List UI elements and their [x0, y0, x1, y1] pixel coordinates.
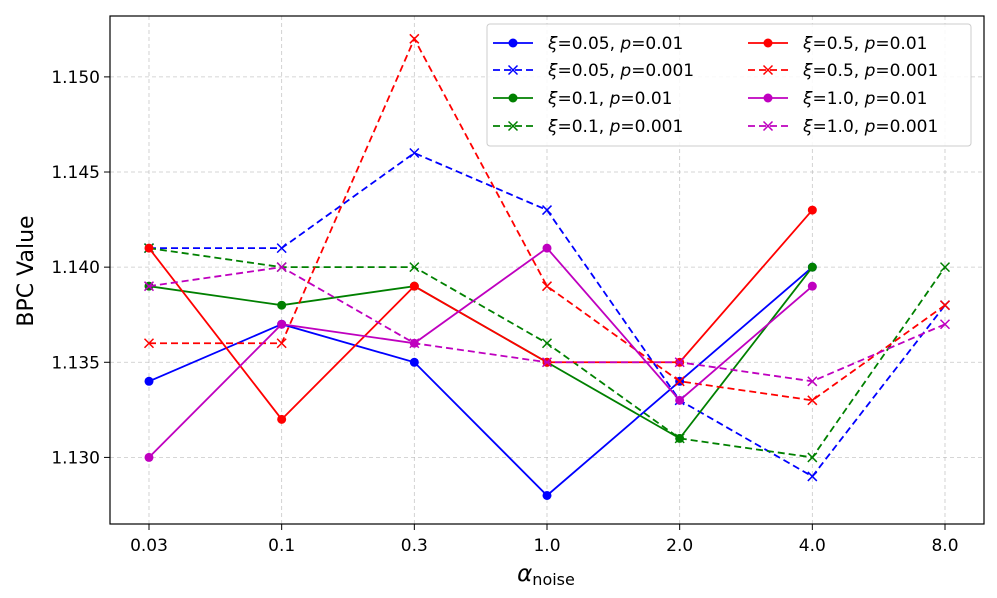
legend-label: ξ=0.5, p=0.01 [802, 34, 927, 54]
data-point-marker [807, 262, 817, 272]
legend-marker [507, 120, 519, 132]
data-point-marker [807, 205, 817, 215]
x-tick-label: 0.1 [268, 536, 295, 556]
data-point-marker [409, 262, 420, 273]
x-tick-label: 1.0 [533, 536, 560, 556]
data-point-marker [939, 319, 951, 330]
data-point-marker [409, 281, 419, 291]
legend-label: ξ=0.05, p=0.01 [547, 34, 683, 54]
data-point-marker [807, 471, 818, 482]
data-point-marker [939, 262, 951, 273]
legend-entries: ξ=0.05, p=0.01 ξ=0.05, p=0.001 ξ=0.1, p=0.… [493, 34, 938, 137]
data-point-marker [675, 395, 685, 405]
data-point-marker [276, 262, 287, 273]
x-axis-label: αnoise [517, 561, 575, 589]
legend-marker [763, 93, 773, 103]
x-axis-label-subscript: noise [532, 570, 575, 589]
x-axis-label-symbol: α [517, 561, 532, 587]
legend-marker [762, 64, 774, 76]
legend-label: ξ=1.0, p=0.01 [802, 89, 927, 109]
data-point-marker [674, 376, 685, 387]
legend-entry: ξ=0.1, p=0.01 [493, 89, 672, 109]
y-tick-label: 1.150 [51, 68, 100, 88]
legend-marker [507, 64, 519, 76]
data-point-marker [939, 300, 951, 311]
data-point-marker [542, 490, 552, 500]
data-point-marker [276, 243, 287, 254]
data-point-marker [277, 319, 287, 329]
x-tick-label: 8.0 [931, 536, 958, 556]
legend-entry: ξ=0.05, p=0.001 [493, 61, 694, 81]
series-6 [143, 33, 951, 406]
data-point-marker [807, 281, 817, 291]
legend-label: ξ=1.0, p=0.001 [802, 117, 938, 137]
legend-marker [763, 38, 773, 48]
data-point-marker [276, 338, 287, 349]
y-tick-label: 1.140 [51, 258, 100, 278]
data-point-marker [409, 33, 420, 44]
data-point-marker [541, 357, 553, 368]
data-point-marker [807, 395, 818, 406]
data-point-marker [674, 433, 685, 444]
legend-entry: ξ=1.0, p=0.001 [748, 117, 938, 137]
axis-ticks: 0.03 0.1 0.3 1.0 2.0 4.0 8.0 1.130 1.135 1.140 1.1… [51, 68, 958, 556]
x-tick-label: 2.0 [666, 536, 693, 556]
x-tick-label: 0.03 [130, 536, 168, 556]
x-tick-label: 0.3 [401, 536, 428, 556]
series-8 [143, 262, 951, 387]
y-tick-label: 1.145 [51, 163, 100, 183]
legend-entry: ξ=1.0, p=0.01 [748, 89, 927, 109]
legend-label: ξ=0.1, p=0.01 [547, 89, 672, 109]
legend-entry: ξ=0.5, p=0.001 [748, 61, 938, 81]
data-point-marker [409, 357, 419, 367]
data-point-marker [807, 452, 818, 463]
series-line [148, 246, 813, 459]
data-point-marker [674, 357, 685, 368]
data-point-marker [144, 452, 154, 462]
legend-entry: ξ=0.5, p=0.01 [748, 34, 927, 54]
legend-entry: ξ=0.05, p=0.01 [493, 34, 683, 54]
series-lines [143, 33, 951, 500]
legend-entry: ξ=0.1, p=0.001 [493, 117, 683, 137]
y-axis-label: BPC Value [14, 215, 39, 326]
legend: ξ=0.05, p=0.01 ξ=0.05, p=0.001 ξ=0.1, p=0.… [486, 23, 972, 147]
legend-label: ξ=0.1, p=0.001 [547, 117, 683, 137]
series-line [148, 209, 814, 421]
legend-box [486, 23, 972, 147]
data-point-marker [143, 338, 155, 349]
data-point-marker [541, 281, 553, 292]
data-point-marker [409, 147, 420, 159]
data-point-marker [144, 243, 154, 253]
y-tick-label: 1.135 [51, 353, 100, 373]
data-point-marker [409, 338, 420, 349]
data-point-marker [277, 300, 287, 310]
legend-marker [508, 38, 518, 48]
data-point-marker [143, 281, 155, 292]
data-point-marker [541, 205, 553, 216]
data-point-marker [277, 414, 287, 424]
y-tick-label: 1.130 [51, 448, 100, 468]
data-point-marker [807, 376, 818, 387]
x-tick-label: 4.0 [799, 536, 826, 556]
series-1 [144, 262, 817, 500]
legend-label: ξ=0.5, p=0.001 [802, 61, 938, 81]
data-point-marker [542, 243, 552, 253]
series-line [148, 266, 813, 497]
data-point-marker [144, 376, 154, 386]
legend-label: ξ=0.05, p=0.001 [547, 61, 694, 81]
legend-marker [762, 120, 774, 132]
data-point-marker [541, 338, 553, 349]
legend-marker [508, 93, 518, 103]
